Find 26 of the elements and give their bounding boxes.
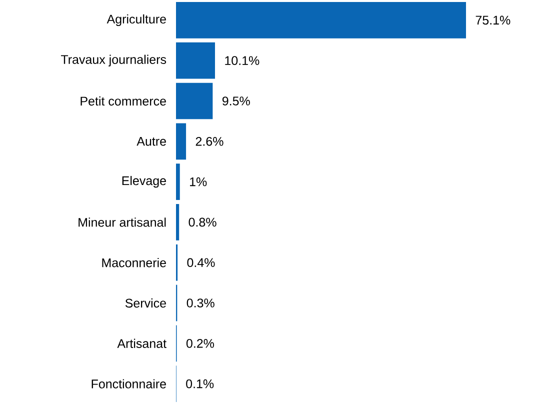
- data-label: 0.1%: [186, 379, 214, 388]
- bar: [176, 42, 215, 79]
- data-label: 0.2%: [186, 338, 214, 348]
- bar: [176, 123, 186, 160]
- data-label: 10.1%: [225, 56, 260, 66]
- y-tick-label: Maconnerie: [102, 258, 166, 268]
- data-label: 2.6%: [196, 136, 224, 146]
- y-tick-label: Agriculture: [106, 14, 166, 26]
- data-label: 0.3%: [186, 298, 214, 308]
- bar: [176, 164, 180, 200]
- y-tick-label: Elevage: [122, 176, 166, 188]
- y-tick-label: Mineur artisanal: [78, 218, 166, 227]
- bar: [176, 2, 466, 38]
- y-tick-label: Artisanat: [117, 338, 166, 348]
- data-label: 75.1%: [476, 16, 510, 25]
- y-tick-label: Petit commerce: [80, 96, 166, 106]
- bar: [176, 82, 213, 120]
- data-label: 9.5%: [222, 96, 250, 106]
- data-label: 1%: [190, 177, 207, 186]
- y-tick-label: Service: [125, 298, 166, 308]
- y-tick-label: Autre: [136, 137, 166, 146]
- bar: [176, 204, 180, 240]
- data-label: 0.4%: [187, 258, 215, 268]
- y-tick-label: Travaux journaliers: [60, 54, 166, 66]
- data-label: 0.8%: [188, 218, 216, 227]
- y-tick-label: Fonctionnaire: [92, 379, 166, 388]
